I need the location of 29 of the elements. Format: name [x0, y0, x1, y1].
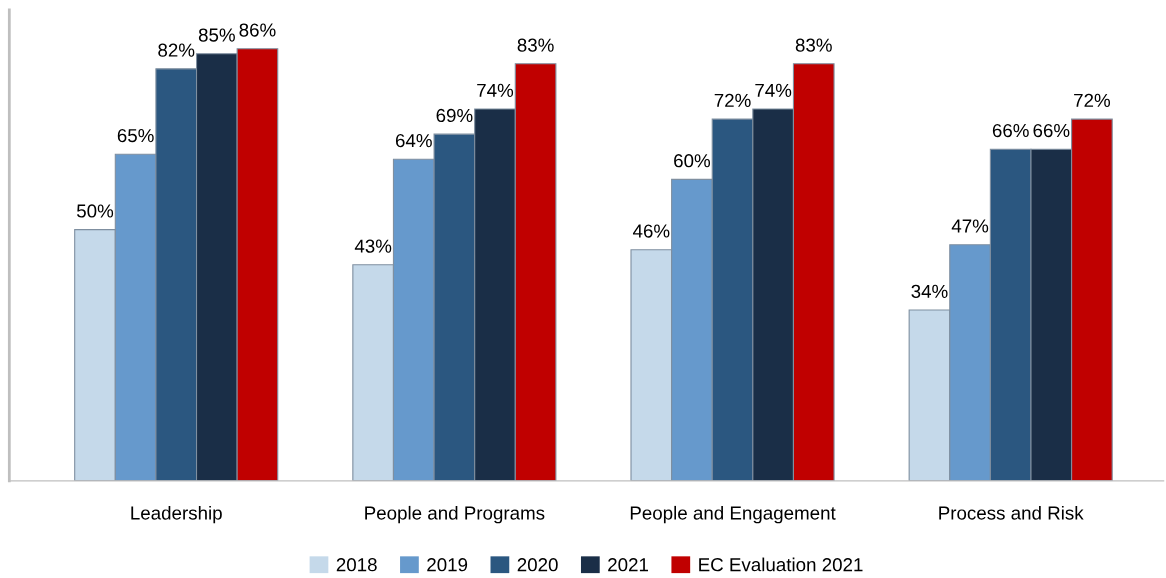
- data-label: 47%: [951, 219, 989, 233]
- data-label: 46%: [632, 224, 670, 238]
- data-label: 43%: [354, 239, 392, 253]
- legend-label: 2021: [608, 558, 649, 572]
- data-label: 64%: [395, 133, 432, 148]
- data-label: 66%: [992, 123, 1029, 138]
- data-label: 69%: [436, 108, 473, 123]
- data-label: 83%: [517, 38, 554, 52]
- data-label: 65%: [117, 128, 154, 143]
- data-label: 83%: [795, 38, 832, 52]
- legend-label: 2019: [427, 558, 468, 572]
- data-label: 74%: [755, 83, 792, 97]
- data-label: 85%: [198, 28, 235, 42]
- data-label: 82%: [158, 43, 195, 57]
- x-tick-label: People and Programs: [365, 505, 545, 524]
- x-tick-label: People and Engagement: [630, 505, 836, 524]
- legend-label: 2018: [336, 558, 377, 572]
- data-label: 60%: [674, 154, 711, 168]
- data-label: 72%: [714, 93, 751, 107]
- legend-label: EC Evaluation 2021: [699, 557, 863, 572]
- legend-label: 2020: [517, 558, 558, 572]
- data-label: 86%: [239, 23, 276, 37]
- data-label: 34%: [911, 284, 948, 298]
- data-label: 66%: [1033, 123, 1070, 138]
- data-label: 74%: [477, 83, 514, 97]
- data-label: 50%: [76, 204, 114, 218]
- data-label: 72%: [1074, 93, 1110, 107]
- x-tick-label: Process and Risk: [939, 505, 1084, 520]
- x-tick-label: Leadership: [131, 505, 222, 524]
